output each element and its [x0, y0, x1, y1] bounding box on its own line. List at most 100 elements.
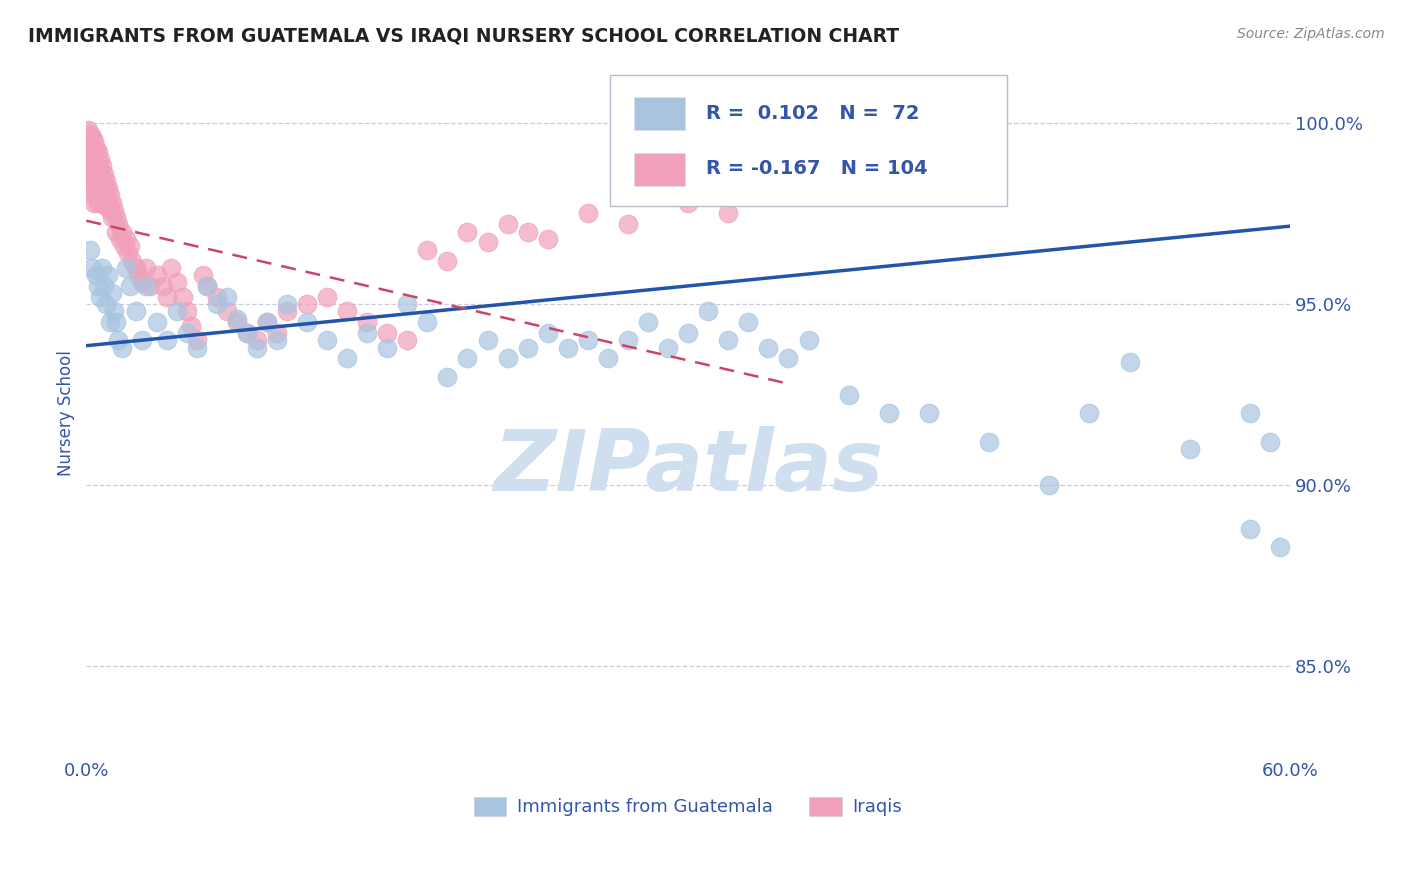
- Point: [256, 315, 278, 329]
- Point: [77, 123, 100, 137]
- Point: [977, 434, 1000, 449]
- Point: [496, 351, 519, 366]
- Text: R = -0.167   N = 104: R = -0.167 N = 104: [706, 159, 928, 178]
- Point: [83, 170, 105, 185]
- Point: [93, 192, 115, 206]
- Point: [97, 195, 120, 210]
- Point: [105, 315, 128, 329]
- Point: [576, 333, 599, 347]
- Point: [131, 275, 153, 289]
- Point: [215, 290, 238, 304]
- Point: [83, 159, 105, 173]
- Point: [166, 304, 188, 318]
- Point: [236, 326, 259, 340]
- Point: [195, 279, 218, 293]
- Point: [89, 163, 111, 178]
- Point: [89, 152, 111, 166]
- Point: [98, 188, 121, 202]
- Point: [110, 232, 132, 246]
- Point: [87, 181, 110, 195]
- Point: [717, 333, 740, 347]
- Point: [225, 315, 247, 329]
- Point: [676, 195, 699, 210]
- Point: [537, 326, 560, 340]
- Point: [135, 260, 157, 275]
- Point: [316, 290, 339, 304]
- Point: [82, 188, 104, 202]
- Point: [111, 225, 134, 239]
- Point: [186, 333, 208, 347]
- Point: [246, 333, 269, 347]
- Point: [131, 333, 153, 347]
- Point: [86, 174, 108, 188]
- Point: [121, 253, 143, 268]
- Point: [176, 304, 198, 318]
- Point: [125, 304, 148, 318]
- Point: [1239, 522, 1261, 536]
- Point: [83, 134, 105, 148]
- Point: [89, 174, 111, 188]
- Point: [737, 315, 759, 329]
- Point: [86, 163, 108, 178]
- Point: [205, 290, 228, 304]
- Text: Source: ZipAtlas.com: Source: ZipAtlas.com: [1237, 27, 1385, 41]
- Point: [516, 225, 538, 239]
- Point: [115, 232, 138, 246]
- Point: [98, 315, 121, 329]
- Text: R =  0.102   N =  72: R = 0.102 N = 72: [706, 103, 920, 123]
- Point: [120, 279, 142, 293]
- Point: [145, 268, 167, 282]
- Point: [82, 130, 104, 145]
- Point: [496, 217, 519, 231]
- Point: [93, 167, 115, 181]
- Point: [77, 134, 100, 148]
- Point: [117, 246, 139, 260]
- Point: [96, 297, 118, 311]
- Point: [155, 290, 177, 304]
- Point: [82, 152, 104, 166]
- Point: [877, 406, 900, 420]
- Point: [180, 318, 202, 333]
- Point: [120, 239, 142, 253]
- Point: [86, 141, 108, 155]
- Point: [1118, 355, 1140, 369]
- Point: [1078, 406, 1101, 420]
- Point: [838, 387, 860, 401]
- Point: [266, 326, 288, 340]
- Point: [77, 145, 100, 159]
- Point: [1178, 442, 1201, 456]
- Point: [79, 134, 101, 148]
- Point: [176, 326, 198, 340]
- Point: [96, 185, 118, 199]
- Point: [537, 232, 560, 246]
- Point: [396, 297, 419, 311]
- Point: [105, 225, 128, 239]
- Point: [97, 268, 120, 282]
- Point: [1268, 540, 1291, 554]
- Point: [145, 315, 167, 329]
- Point: [91, 260, 114, 275]
- Point: [96, 199, 118, 213]
- Point: [657, 341, 679, 355]
- Point: [91, 170, 114, 185]
- Point: [82, 174, 104, 188]
- Point: [172, 290, 194, 304]
- Point: [416, 315, 439, 329]
- Point: [139, 279, 162, 293]
- Point: [637, 315, 659, 329]
- Point: [107, 333, 129, 347]
- Text: IMMIGRANTS FROM GUATEMALA VS IRAQI NURSERY SCHOOL CORRELATION CHART: IMMIGRANTS FROM GUATEMALA VS IRAQI NURSE…: [28, 27, 900, 45]
- Point: [101, 286, 124, 301]
- Point: [79, 152, 101, 166]
- Point: [596, 351, 619, 366]
- Point: [617, 333, 640, 347]
- Point: [135, 279, 157, 293]
- Point: [758, 341, 780, 355]
- Point: [86, 268, 108, 282]
- Point: [557, 341, 579, 355]
- Point: [236, 326, 259, 340]
- Point: [97, 181, 120, 195]
- Point: [83, 145, 105, 159]
- Point: [87, 155, 110, 169]
- Point: [107, 217, 129, 231]
